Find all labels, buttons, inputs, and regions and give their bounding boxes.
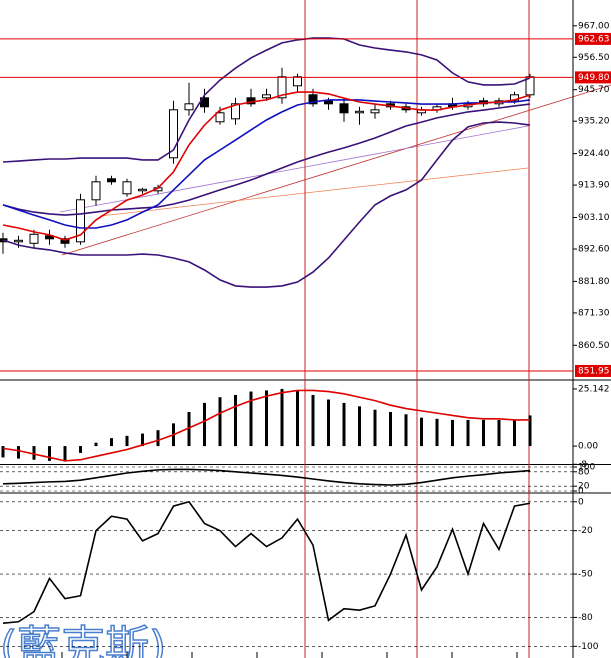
- histogram-bar: [373, 409, 377, 447]
- indicator-line: [2, 500, 531, 624]
- candle-body: [14, 239, 23, 243]
- trend-line: [99, 167, 529, 217]
- indicator-line: [2, 103, 531, 216]
- y-tick-label: 935.20: [578, 117, 610, 127]
- candle-body: [76, 199, 85, 243]
- candle-body: [525, 76, 535, 96]
- y-tick-label: -50: [578, 570, 593, 580]
- histogram-bar: [482, 419, 485, 447]
- histogram-bar: [125, 435, 129, 447]
- y-tick-label: 860.50: [578, 341, 610, 351]
- y-tick-label: 100: [578, 463, 595, 473]
- histogram-bar: [265, 390, 268, 447]
- candle-body: [91, 181, 101, 201]
- candle-body: [169, 109, 178, 159]
- histogram-bar: [466, 419, 470, 447]
- histogram-bar: [1, 446, 5, 458]
- candle-body: [324, 100, 333, 105]
- histogram-bar: [32, 446, 36, 460]
- candle-body: [215, 112, 225, 123]
- price-label: 962.63: [578, 34, 610, 44]
- y-tick-label: 80: [578, 467, 590, 477]
- histogram-bar: [435, 418, 439, 447]
- histogram-bar: [203, 402, 206, 447]
- histogram-bar: [420, 417, 423, 447]
- histogram-bar: [187, 412, 191, 447]
- indicator-line: [2, 121, 531, 288]
- candle-body: [138, 188, 147, 192]
- y-tick-label: -100: [578, 642, 599, 652]
- histogram-bar: [404, 414, 408, 447]
- histogram-bar: [63, 446, 67, 462]
- trend-line: [61, 84, 611, 256]
- candle-body: [277, 76, 287, 99]
- candle-body: [293, 76, 302, 87]
- histogram-bar: [48, 446, 51, 461]
- histogram-bar: [513, 419, 516, 447]
- candle-body: [339, 103, 349, 114]
- histogram-bar: [249, 391, 253, 447]
- candle-body: [29, 233, 39, 244]
- candle-body: [122, 181, 132, 195]
- histogram-bar: [389, 412, 392, 447]
- candle-body: [60, 238, 70, 244]
- y-tick-label: 881.80: [578, 277, 610, 287]
- histogram-bar: [296, 390, 299, 447]
- y-tick-label: 945.70: [578, 85, 610, 95]
- price-label-box: [575, 364, 611, 377]
- candle-body: [510, 94, 519, 102]
- histogram-bar: [79, 446, 82, 453]
- y-tick-label: 20: [578, 482, 590, 492]
- candle-body: [308, 94, 318, 105]
- y-tick-label: 892.60: [578, 245, 610, 255]
- price-label: 949.80: [578, 73, 610, 83]
- indicator-line: [2, 37, 531, 163]
- histogram-bar: [280, 388, 284, 447]
- y-tick-label: 913.90: [578, 181, 610, 191]
- histogram-bar: [110, 438, 113, 447]
- indicator-line: [2, 91, 531, 241]
- histogram-bar: [17, 446, 20, 459]
- histogram-bar: [234, 394, 237, 447]
- indicator-line: [2, 468, 531, 486]
- indicator-line: [2, 389, 530, 462]
- candle-body: [355, 110, 364, 114]
- histogram-bar: [528, 415, 532, 447]
- histogram-bar: [327, 399, 330, 447]
- indicator-line: [2, 99, 531, 229]
- candle-body: [231, 103, 240, 120]
- y-tick-label: 0: [578, 487, 584, 497]
- histogram-bar: [218, 397, 222, 447]
- histogram-bar: [156, 430, 160, 447]
- y-tick-label: -20: [578, 526, 593, 536]
- y-tick-label: -8: [578, 460, 587, 470]
- y-tick-label: 967.00: [578, 21, 610, 31]
- y-tick-label: 0: [578, 497, 584, 507]
- watermark: (藍克斯): [0, 622, 166, 658]
- y-tick-label: 924.40: [578, 149, 610, 159]
- candle-body: [370, 109, 380, 114]
- price-label: 851.95: [578, 366, 610, 376]
- price-label-box: [575, 71, 611, 84]
- histogram-bar: [342, 402, 346, 447]
- y-tick-label: 956.50: [578, 53, 610, 63]
- histogram-bar: [94, 442, 98, 447]
- y-tick-label: 903.10: [578, 213, 610, 223]
- histogram-bar: [451, 419, 454, 447]
- y-tick-label: -80: [578, 613, 593, 623]
- price-label-box: [575, 32, 611, 45]
- candle-body: [262, 94, 271, 99]
- histogram-bar: [311, 394, 315, 447]
- trend-line: [59, 125, 529, 213]
- histogram-bar: [141, 433, 144, 447]
- histogram-bar: [358, 406, 361, 447]
- candle-body: [45, 235, 54, 240]
- candle-body: [184, 103, 194, 111]
- y-tick-label: 0.00: [578, 442, 598, 452]
- histogram-bar: [497, 419, 501, 447]
- y-tick-label: 871.30: [578, 308, 610, 318]
- candle-body: [107, 178, 116, 183]
- y-tick-label: 25.142: [578, 384, 610, 394]
